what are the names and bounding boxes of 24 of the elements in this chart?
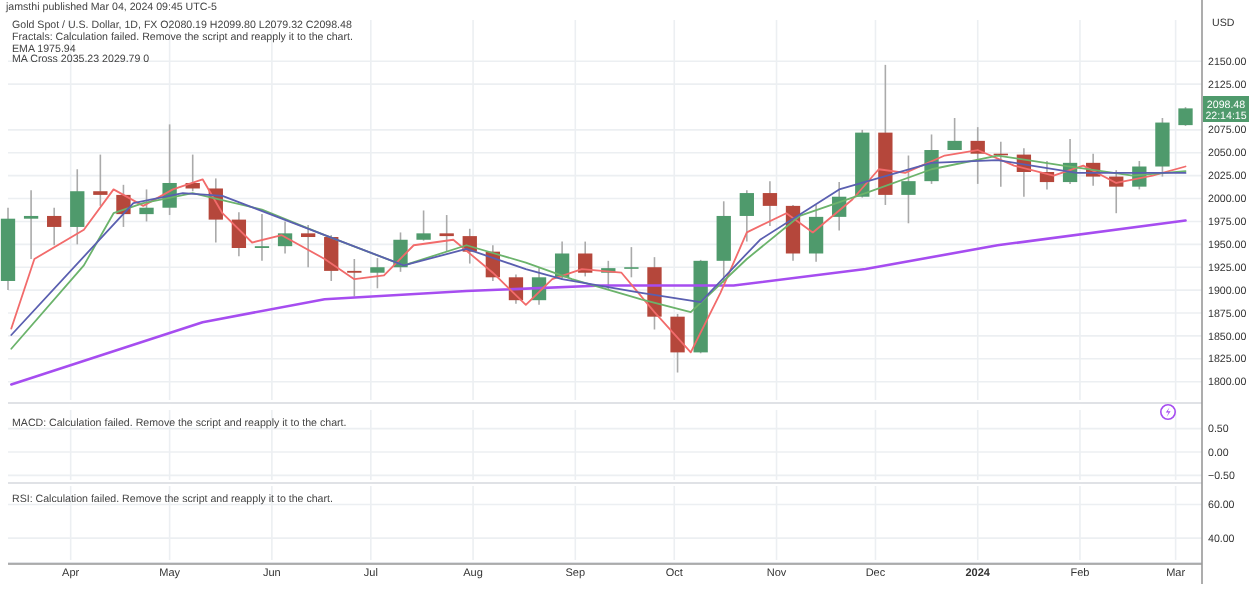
candlestick <box>93 153 108 207</box>
candlestick <box>762 180 778 227</box>
candlestick <box>1155 117 1170 178</box>
candlestick <box>947 117 962 151</box>
candlestick <box>231 211 247 258</box>
candlestick <box>347 258 362 298</box>
candlestick <box>624 246 639 279</box>
candlestick <box>901 154 916 225</box>
candlestick <box>670 313 685 374</box>
candlestick <box>808 204 824 263</box>
candlestick <box>300 224 316 269</box>
candlestick <box>70 168 85 246</box>
candlestick <box>716 200 731 284</box>
candlestick <box>1178 106 1193 127</box>
line-series <box>10 219 1187 386</box>
candlestick <box>439 214 454 253</box>
candlestick <box>578 240 593 278</box>
candlestick <box>739 189 754 243</box>
candlestick <box>254 213 270 262</box>
candlestick <box>23 189 39 260</box>
candlestick <box>370 257 385 290</box>
candlestick <box>416 209 431 242</box>
candlestick <box>139 188 154 223</box>
candlestick <box>47 206 62 247</box>
